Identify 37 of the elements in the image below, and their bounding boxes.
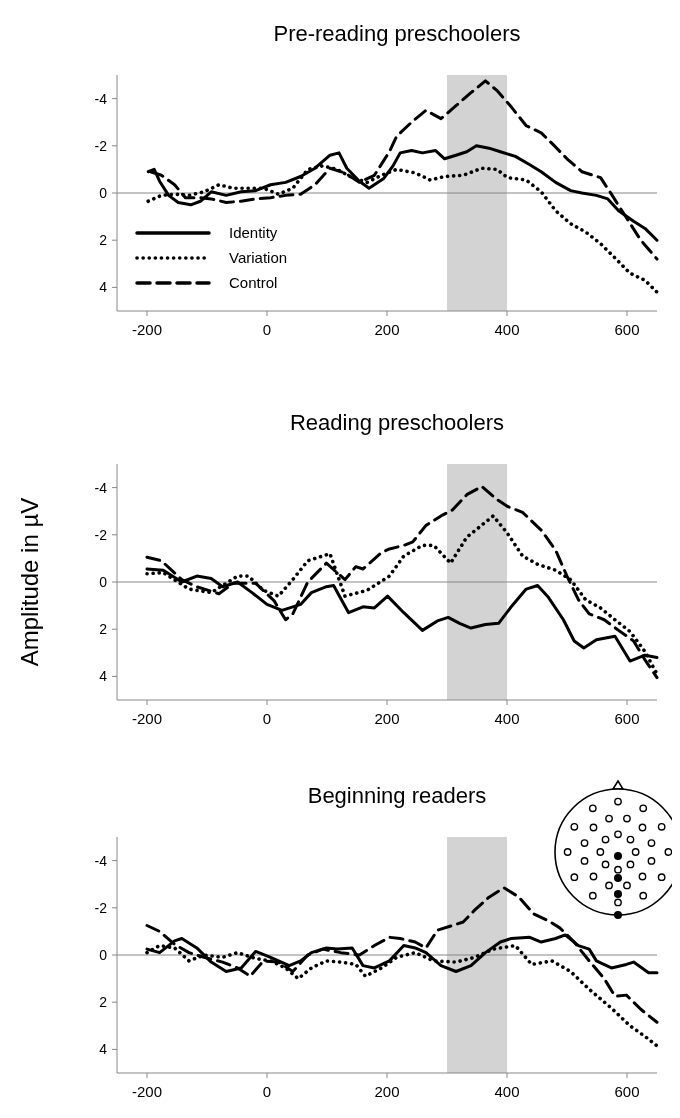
x-tick-label: 200 xyxy=(374,321,400,338)
x-tick-label: 400 xyxy=(494,710,520,727)
y-axis-title: Amplitude in µV xyxy=(16,497,43,667)
x-tick-label: 200 xyxy=(374,1083,400,1100)
x-tick-label: 600 xyxy=(614,321,640,338)
x-tick-label: 200 xyxy=(374,710,400,727)
y-tick-label: -2 xyxy=(94,137,108,154)
x-tick-label: 400 xyxy=(494,321,520,338)
x-tick-label: 0 xyxy=(262,710,272,727)
y-tick-label: 0 xyxy=(99,573,108,590)
legend-label: Variation xyxy=(229,249,288,267)
y-tick-label: -2 xyxy=(94,899,108,916)
x-tick-label: -200 xyxy=(131,1083,163,1100)
y-tick-label: 2 xyxy=(99,621,108,638)
chart-title: Reading preschoolers xyxy=(289,410,505,435)
y-tick-label: 4 xyxy=(99,1041,108,1058)
x-tick-label: 600 xyxy=(614,710,640,727)
y-tick-label: -4 xyxy=(94,90,108,107)
x-tick-label: -200 xyxy=(131,710,163,727)
x-tick-label: -200 xyxy=(131,321,163,338)
y-tick-label: 2 xyxy=(99,994,108,1011)
chart-title: Pre-reading preschoolers xyxy=(273,21,521,46)
chart-title: Beginning readers xyxy=(307,783,487,808)
y-tick-label: -2 xyxy=(94,526,108,543)
y-tick-label: 0 xyxy=(99,184,108,201)
x-tick-label: 600 xyxy=(614,1083,640,1100)
y-tick-label: 4 xyxy=(99,279,108,296)
y-tick-label: -4 xyxy=(94,852,108,869)
y-tick-label: 2 xyxy=(99,232,108,249)
legend-label: Control xyxy=(229,274,278,292)
y-tick-label: 0 xyxy=(99,946,108,963)
x-tick-label: 0 xyxy=(262,321,272,338)
legend-label: Identity xyxy=(229,224,278,242)
x-tick-label: 0 xyxy=(262,1083,272,1100)
y-tick-label: -4 xyxy=(94,479,108,496)
y-tick-label: 4 xyxy=(99,668,108,685)
x-tick-label: 400 xyxy=(494,1083,520,1100)
